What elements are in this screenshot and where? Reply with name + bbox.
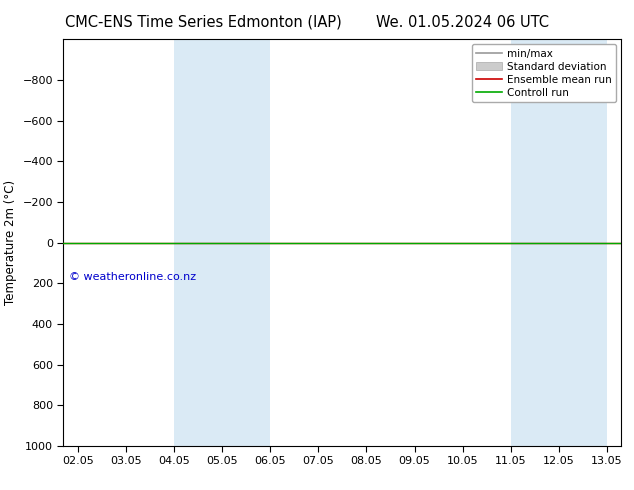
Text: © weatheronline.co.nz: © weatheronline.co.nz xyxy=(69,272,196,282)
Text: CMC-ENS Time Series Edmonton (IAP): CMC-ENS Time Series Edmonton (IAP) xyxy=(65,15,341,30)
Legend: min/max, Standard deviation, Ensemble mean run, Controll run: min/max, Standard deviation, Ensemble me… xyxy=(472,45,616,102)
Bar xyxy=(511,39,607,446)
Bar xyxy=(174,39,270,446)
Y-axis label: Temperature 2m (°C): Temperature 2m (°C) xyxy=(4,180,17,305)
Text: We. 01.05.2024 06 UTC: We. 01.05.2024 06 UTC xyxy=(377,15,549,30)
